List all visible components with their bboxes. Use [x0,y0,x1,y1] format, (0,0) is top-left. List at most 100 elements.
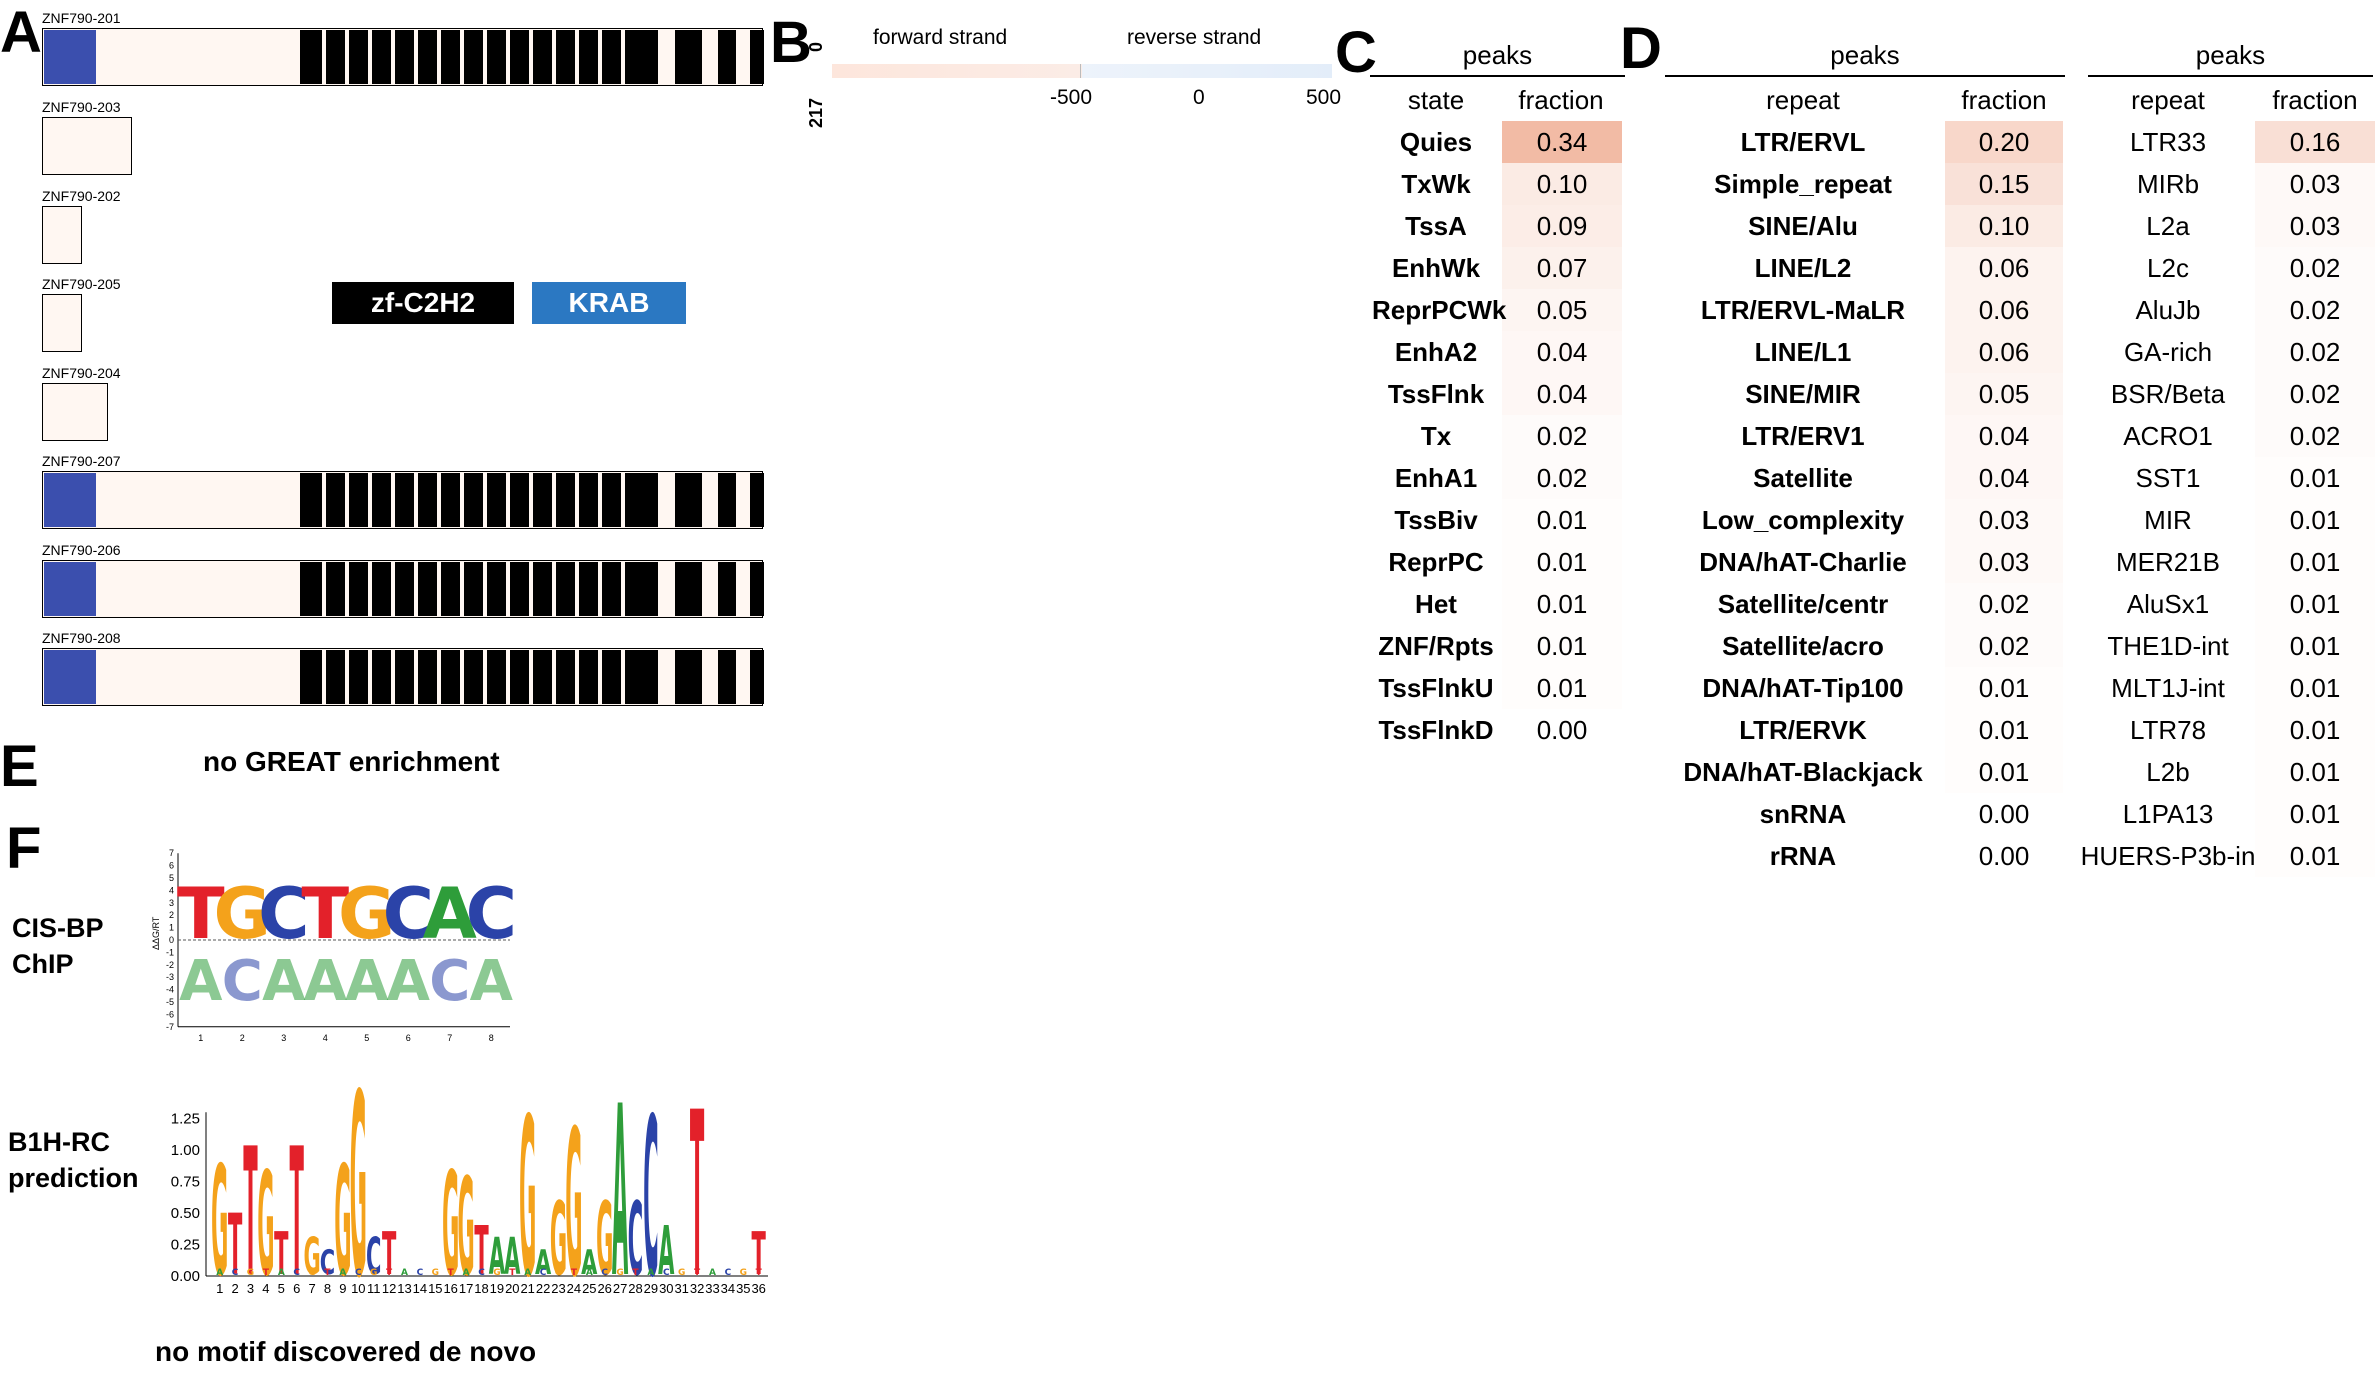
cisbp-top-letter: G [214,873,271,955]
table-row-fraction: 0.01 [2289,589,2341,619]
table-row-label: Tx [1420,421,1452,451]
table-row-fraction: 0.02 [2289,253,2341,283]
b1h-x-tick: 4 [262,1281,269,1296]
b1h-logo-letter: G [303,1228,320,1287]
table-row-label: ZNF/Rpts [1378,631,1494,661]
zinc-finger-gap [598,473,602,527]
panel-label-d: D [1620,16,1662,81]
table-row-label: TssA [1405,211,1467,241]
b1h-sequence-logo: 1.251.000.750.500.250.001 2 3 4 5 6 7 8 9 10 11 12 1… [171,1078,768,1300]
zinc-finger-domain [675,650,702,704]
table-row-label: LTR/ERVL [1740,127,1866,157]
transcript-name: ZNF790-208 [42,630,121,646]
b1h-background-letter: C [478,1268,485,1278]
zinc-finger-gap [483,650,487,704]
cisbp-label-line1: CIS-BP [12,913,104,943]
table-row-label: EnhA1 [1394,463,1478,493]
b1h-x-tick: 9 [339,1281,346,1296]
heat-cell [1945,163,2063,205]
table-d2-col-repeat: repeat [2131,85,2205,115]
b1h-x-tick: 13 [397,1281,411,1296]
table-row-label: LTR/ERV1 [1741,421,1865,451]
table-d2-header: peaks [2195,40,2266,70]
cisbp-y-tick: -2 [166,960,174,970]
transcript-name: ZNF790-204 [42,365,121,381]
b1h-x-tick: 21 [520,1281,534,1296]
heat-cell [1945,289,2063,331]
b1h-background-letter: C [293,1268,300,1278]
zinc-finger-gap [483,562,487,616]
zinc-finger-gap [575,473,579,527]
panel-label-e: E [0,734,39,799]
b1h-x-tick: 29 [644,1281,658,1296]
table-row-fraction: 0.01 [2289,547,2341,577]
heat-cell [1945,499,2063,541]
cisbp-top-letter: T [301,873,349,955]
cisbp-bottom-letter: A [345,949,389,1014]
b1h-x-tick: 11 [367,1281,381,1296]
zinc-finger-gap [483,473,487,527]
table-row-fraction: 0.02 [1536,421,1588,451]
zinc-finger-gap [575,562,579,616]
table-row-fraction: 0.01 [1978,673,2030,703]
b1h-y-tick: 1.25 [171,1111,200,1128]
table-row-label: TssBiv [1394,505,1478,535]
zinc-finger-gap [414,650,418,704]
b1h-x-tick: 20 [505,1281,519,1296]
table-row-fraction: 0.01 [2289,715,2341,745]
zinc-finger-domain [675,30,702,84]
b1h-logo-letter: T [290,1110,304,1300]
cisbp-top-letter: A [423,873,477,955]
table-row-label: SST1 [2135,463,2201,493]
b1h-background-letter: G [616,1268,623,1278]
cisbp-y-tick: 0 [169,935,174,945]
table-row-fraction: 0.04 [1978,463,2030,493]
table-row-fraction: 0.07 [1536,253,1588,283]
table-row-fraction: 0.06 [1978,337,2030,367]
transcript-name: ZNF790-207 [42,453,121,469]
table-row-fraction: 0.04 [1536,337,1588,367]
zinc-finger-gap [437,473,441,527]
zinc-finger-domain [750,473,764,527]
b1h-label-line2: prediction [8,1163,139,1193]
zinc-finger-gap [575,30,579,84]
table-row-fraction: 0.02 [1978,631,2030,661]
table-row-fraction: 0.03 [2289,211,2341,241]
b1h-background-letter: T [571,1268,578,1278]
cisbp-y-label: ΔΔG/RT [151,916,161,950]
b1h-logo-letter: A [581,1243,597,1283]
table-row-label: rRNA [1769,841,1837,871]
table-row-fraction: 0.05 [1978,379,2030,409]
cisbp-x-tick: 8 [489,1033,494,1043]
table-row-fraction: 0.02 [2289,421,2341,451]
zinc-finger-gap [552,650,556,704]
zinc-finger-gap [391,473,395,527]
b1h-x-tick: 30 [659,1281,673,1296]
table-row-fraction: 0.01 [2289,757,2341,787]
table-row-fraction: 0.01 [2289,673,2341,703]
b1h-x-tick: 7 [308,1281,315,1296]
zinc-finger-gap [552,562,556,616]
cisbp-bottom-letter: A [304,949,348,1014]
heat-cell [1945,205,2063,247]
cisbp-y-tick: 2 [169,910,174,920]
b1h-logo-letter: G [334,1135,351,1300]
forward-strand-heatmap [832,64,1082,78]
b1h-background-letter: C [417,1268,424,1278]
table-row-label: DNA/hAT-Charlie [1699,547,1907,577]
b1h-background-letter: G [555,1268,562,1278]
zinc-finger-gap [345,473,349,527]
zinc-finger-gap [621,650,625,704]
zinc-finger-gap [368,30,372,84]
b1h-background-letter: T [509,1268,516,1278]
x-tick-500: 500 [1306,86,1342,109]
table-row-label: L2a [2146,211,2190,241]
zinc-finger-domain [718,473,736,527]
table-row-label: SINE/Alu [1748,211,1858,241]
table-row-fraction: 0.10 [1978,211,2030,241]
b1h-background-letter: T [756,1268,763,1278]
table-d1-rule [1665,75,2065,77]
cisbp-bottom-letter: A [470,949,514,1014]
b1h-background-letter: G [247,1268,254,1278]
heat-cell [1502,205,1622,247]
